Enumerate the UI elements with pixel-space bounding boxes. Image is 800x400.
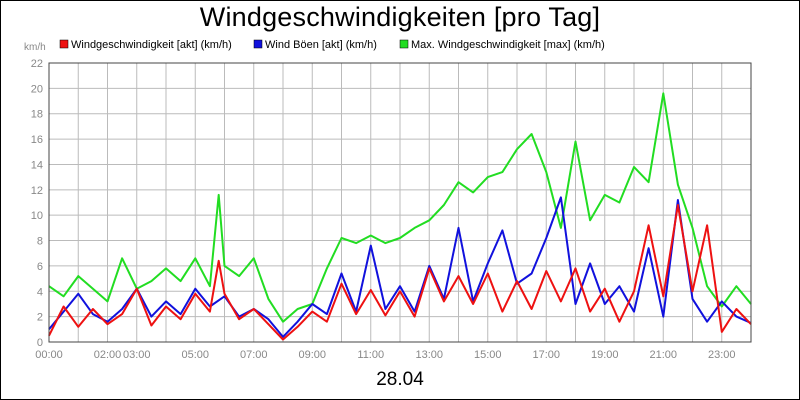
legend-swatch bbox=[253, 39, 263, 49]
legend-label: Max. Windgeschwindigkeit [max] (km/h) bbox=[411, 39, 605, 51]
y-tick-label: 14 bbox=[31, 159, 43, 171]
y-tick-label: 16 bbox=[31, 134, 43, 146]
chart-grid bbox=[48, 62, 752, 343]
x-tick-label: 21:00 bbox=[649, 349, 677, 361]
legend-swatch bbox=[59, 39, 69, 49]
y-tick-label: 20 bbox=[31, 83, 43, 95]
chart-series bbox=[48, 92, 752, 341]
x-tick-label: 19:00 bbox=[591, 349, 619, 361]
y-axis-unit: km/h bbox=[24, 42, 46, 53]
chart-legend: Windgeschwindigkeit [akt] (km/h) Wind Böe… bbox=[59, 39, 605, 51]
x-tick-label: 05:00 bbox=[181, 349, 209, 361]
plot-border bbox=[48, 62, 752, 343]
legend-label: Windgeschwindigkeit [akt] (km/h) bbox=[71, 39, 232, 51]
x-tick-label: 17:00 bbox=[532, 349, 560, 361]
chart-title: Windgeschwindigkeiten [pro Tag] bbox=[199, 2, 601, 32]
series-line-1 bbox=[48, 196, 752, 338]
x-tick-label: 13:00 bbox=[415, 349, 443, 361]
y-tick-label: 22 bbox=[31, 58, 43, 70]
y-tick-label: 0 bbox=[37, 337, 43, 349]
series-line-0 bbox=[48, 204, 752, 341]
legend-label: Wind Böen [akt] (km/h) bbox=[265, 39, 377, 51]
y-tick-label: 12 bbox=[31, 185, 43, 197]
x-tick-label: 07:00 bbox=[240, 349, 268, 361]
y-tick-label: 6 bbox=[37, 261, 43, 273]
x-tick-label: 00:00 bbox=[35, 349, 63, 361]
legend-swatch bbox=[399, 39, 409, 49]
x-tick-label: 23:00 bbox=[708, 349, 736, 361]
x-tick-label: 03:00 bbox=[123, 349, 151, 361]
x-axis-date-label: 28.04 bbox=[376, 369, 424, 390]
series-line-2 bbox=[48, 92, 752, 323]
x-tick-label: 02:00 bbox=[94, 349, 122, 361]
y-tick-label: 10 bbox=[31, 210, 43, 222]
x-tick-label: 09:00 bbox=[298, 349, 326, 361]
x-tick-label: 11:00 bbox=[357, 349, 384, 361]
chart-axes: 0 2 4 6 8 10 12 14 16 18 20 22 00:00 02:00 03:00 05:00 0… bbox=[31, 58, 752, 361]
x-tick-label: 15:00 bbox=[474, 349, 502, 361]
y-tick-label: 4 bbox=[37, 286, 43, 298]
y-tick-label: 18 bbox=[31, 109, 43, 121]
y-tick-label: 8 bbox=[37, 236, 43, 248]
y-tick-label: 2 bbox=[37, 312, 43, 324]
